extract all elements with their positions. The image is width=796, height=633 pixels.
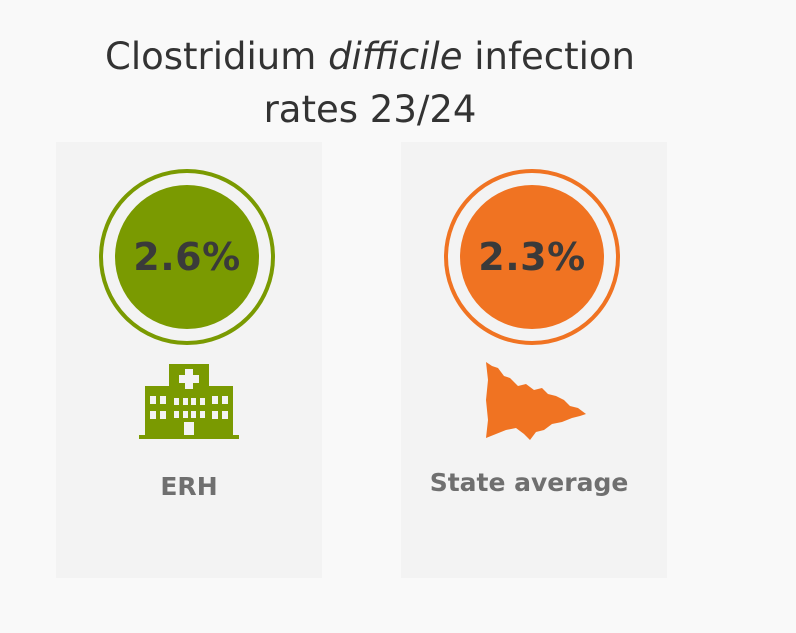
victoria-map-icon <box>486 362 586 440</box>
state-average-label: State average <box>429 468 629 497</box>
erh-rate-value: 2.6% <box>133 235 241 279</box>
title-part1: Clostridium <box>105 35 329 78</box>
state-rate-ring: 2.3% <box>444 169 620 345</box>
page-title: Clostridium difficile infection rates 23… <box>0 30 740 136</box>
title-line2: rates 23/24 <box>263 88 477 131</box>
erh-card: 2.6% <box>56 142 322 578</box>
state-rate-value: 2.3% <box>478 235 586 279</box>
hospital-icon <box>139 364 239 439</box>
state-rate-circle: 2.3% <box>460 185 604 329</box>
title-italic: difficile <box>328 35 463 78</box>
state-average-card: 2.3% State average <box>401 142 667 578</box>
erh-rate-ring: 2.6% <box>99 169 275 345</box>
state-icon-wrap <box>401 360 667 444</box>
title-part2: infection <box>462 35 635 78</box>
erh-rate-circle: 2.6% <box>115 185 259 329</box>
erh-icon-wrap <box>56 364 322 440</box>
erh-label: ERH <box>160 472 218 501</box>
